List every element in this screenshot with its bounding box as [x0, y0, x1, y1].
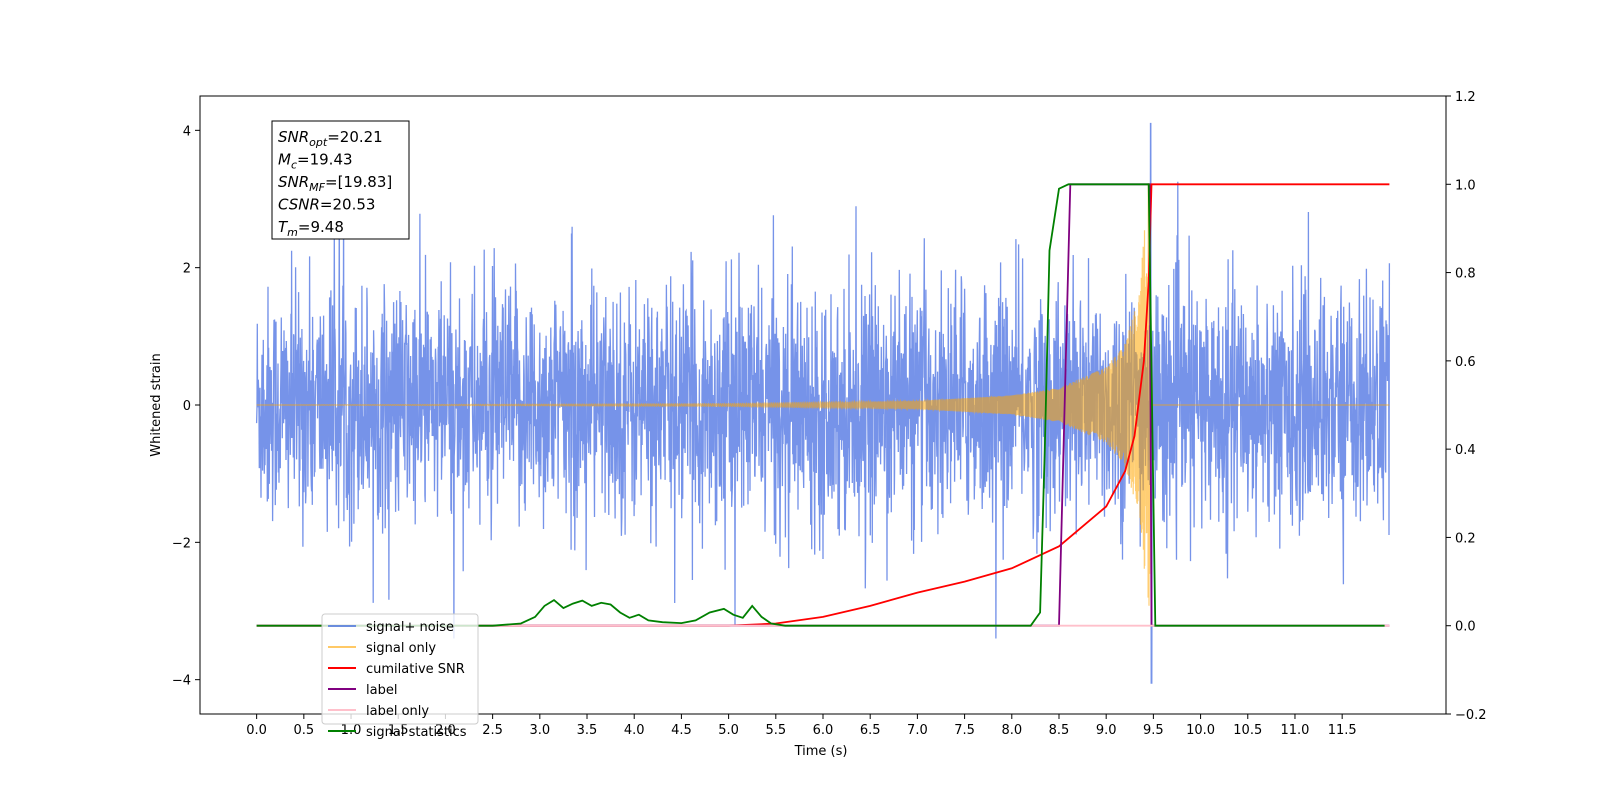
x-tick-label: 1.5: [388, 723, 409, 738]
y-left-tick-label: 2: [183, 262, 191, 277]
series-line-signal-only: [256, 183, 1390, 606]
x-tick-label: 9.0: [1096, 723, 1117, 738]
x-tick-label: 8.0: [1001, 723, 1022, 738]
y-left-tick-label: −2: [172, 536, 191, 551]
x-tick-label: 9.5: [1143, 723, 1164, 738]
y-axis-right: −0.2 0.0 0.2 0.4 0.6 0.8 1.0 1.2: [1446, 90, 1487, 723]
x-tick-label: 0.5: [293, 723, 314, 738]
annotation-line: SNRopt=20.21: [278, 128, 383, 149]
x-tick-label: 2.0: [435, 723, 456, 738]
x-tick-label: 5.0: [718, 723, 739, 738]
series-line-signal-statistics: [256, 183, 1385, 627]
x-axis-label: Time (s): [794, 744, 848, 759]
legend: signal+ noise signal only cumilative SNR la…: [321, 613, 479, 740]
annotation-line: CSNR=20.53: [278, 196, 375, 214]
legend-label-only-label: label only: [366, 704, 429, 719]
x-tick-label: 4.0: [624, 723, 645, 738]
series-line-signal-noise: [255, 122, 1391, 684]
y-right-tick-label: −0.2: [1455, 708, 1487, 723]
y-left-tick-label: 4: [183, 124, 191, 139]
x-tick-label: 10.0: [1186, 723, 1215, 738]
x-tick-label: 4.5: [671, 723, 692, 738]
x-tick-label: 3.0: [529, 723, 550, 738]
y-right-tick-label: 0.4: [1455, 443, 1476, 458]
annotation-line: Mc=19.43: [278, 151, 353, 172]
x-tick-label: 7.5: [954, 723, 975, 738]
y-right-tick-label: 0.8: [1455, 267, 1476, 282]
x-tick-label: 7.0: [907, 723, 928, 738]
x-tick-label: 3.5: [577, 723, 598, 738]
y-right-tick-label: 0.0: [1455, 620, 1476, 635]
x-axis: 0.0 0.5 1.0 1.5 2.0 2.5 3.0 3.5 4.0 4.5 5.0 5.5 6.0 6…: [246, 714, 1357, 738]
legend-signal-noise-label: signal+ noise: [366, 620, 454, 635]
x-tick-label: 2.5: [482, 723, 503, 738]
series-layer: [255, 122, 1391, 684]
y-left-tick-label: −4: [172, 674, 191, 689]
annotation-frame: [271, 120, 410, 240]
y-right-tick-label: 1.0: [1455, 178, 1476, 193]
y-right-tick-label: 1.2: [1455, 90, 1476, 105]
y-axis-left-label: Whitened strain: [149, 353, 164, 456]
annotation-line: Tm=9.48: [278, 218, 344, 239]
x-tick-label: 10.5: [1233, 723, 1262, 738]
y-right-tick-label: 0.2: [1455, 531, 1476, 546]
legend-signal-statistics-label: signal statistics: [366, 725, 467, 740]
x-tick-label: 6.0: [813, 723, 834, 738]
y-right-tick-label: 0.6: [1455, 355, 1476, 370]
legend-frame: [321, 613, 479, 725]
x-tick-label: 5.5: [765, 723, 786, 738]
series-line-cumilative-snr: [256, 183, 1390, 627]
legend-cumilative-snr-label: cumilative SNR: [366, 662, 465, 677]
y-axis-left: −4 −2 0 2 4: [172, 124, 200, 689]
x-tick-label: 0.0: [246, 723, 267, 738]
legend-label-label: label: [366, 683, 397, 698]
x-tick-label: 11.5: [1328, 723, 1357, 738]
legend-signal-only-label: signal only: [366, 641, 436, 656]
x-tick-label: 11.0: [1280, 723, 1309, 738]
annotation-line: SNRMF=[19.83]: [278, 173, 392, 194]
x-tick-label: 8.5: [1049, 723, 1070, 738]
x-tick-label: 6.5: [860, 723, 881, 738]
y-left-tick-label: 0: [183, 399, 191, 414]
